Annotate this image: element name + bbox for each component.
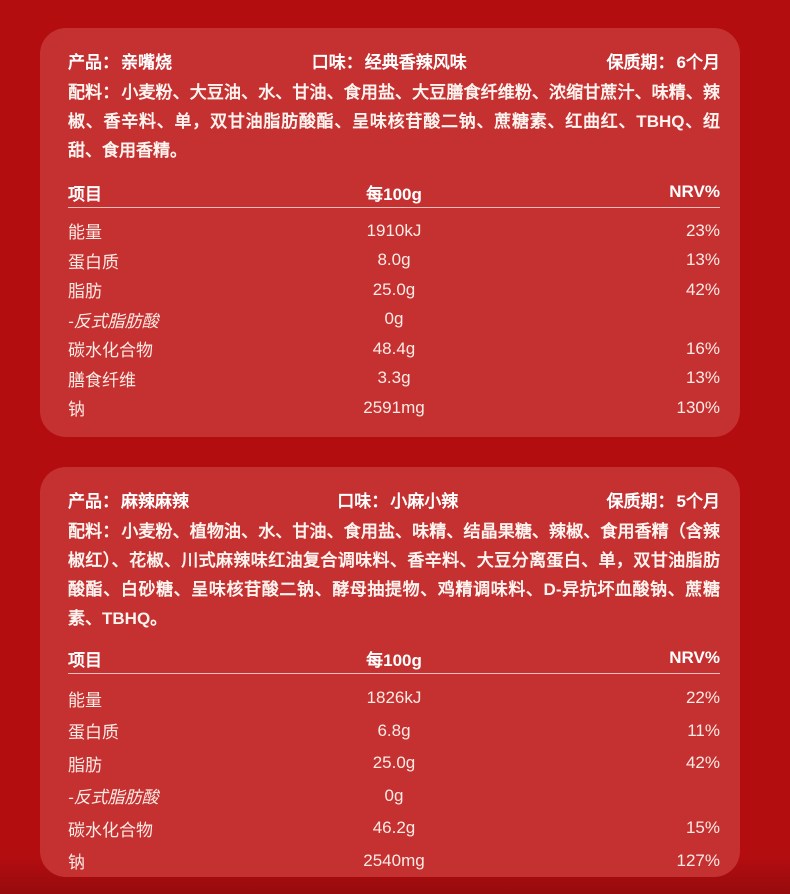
table-row: -反式脂肪酸 0g [68, 780, 720, 813]
shelf-life-label: 保质期： [606, 492, 675, 511]
flavor-label: 口味： [337, 492, 389, 511]
shelf-life-field: 保质期： 5个月 [607, 487, 720, 512]
shelf-life-field: 保质期： 6个月 [607, 48, 720, 73]
product-label: 产品： [68, 492, 119, 511]
nutrient-nrv: 42% [685, 279, 720, 299]
table-row: 蛋白质 8.0g 13% [68, 246, 720, 276]
ingredients-text: 小麦粉、植物油、水、甘油、食用盐、味精、结晶果糖、辣椒、食用香精（含辣椒红）、花… [68, 522, 721, 628]
product-field: 产品： 麻辣麻辣 [68, 487, 189, 512]
header-nrv: NRV% [669, 648, 720, 667]
nutrient-name: 碳水化合物 [68, 341, 153, 361]
flavor-value: 小麻小辣 [390, 492, 459, 511]
ingredients-label: 配料： [68, 83, 120, 102]
header-item: 项目 [68, 650, 102, 670]
nutrient-amount: 6.8g [377, 720, 411, 740]
header-nrv: NRV% [669, 182, 720, 201]
flavor-label: 口味： [311, 53, 363, 72]
product-header: 产品： 麻辣麻辣 口味： 小麻小辣 保质期： 5个月 [68, 487, 720, 511]
nutrient-amount: 25.0g [372, 753, 416, 773]
nutrient-nrv: 15% [685, 818, 720, 838]
table-row: 能量 1826kJ 22% [68, 682, 720, 715]
flavor-field: 口味： 小麻小辣 [337, 487, 458, 512]
nutrient-amount: 3.3g [377, 368, 411, 388]
table-row: 脂肪 25.0g 42% [68, 275, 720, 305]
nutrient-amount: 0g [384, 309, 404, 329]
table-row: 钠 2591mg 130% [68, 393, 720, 423]
nutrient-amount: 25.0g [372, 279, 416, 299]
nutrient-name: 蛋白质 [68, 252, 119, 272]
nutrient-amount: 48.4g [372, 338, 416, 358]
table-row: 钠 2540mg 127% [68, 845, 720, 878]
table-row: -反式脂肪酸 0g [68, 305, 720, 335]
nutrition-table: 项目 每100g NRV% 能量 1826kJ 22% 蛋白质 6.8g 11%… [68, 643, 720, 877]
product-value: 亲嘴烧 [121, 53, 172, 72]
nutrient-amount: 1826kJ [366, 688, 422, 708]
ingredients-text: 小麦粉、大豆油、水、甘油、食用盐、大豆膳食纤维粉、浓缩甘蔗汁、味精、辣椒、香辛料… [68, 83, 721, 160]
nutrient-amount: 46.2g [372, 818, 416, 838]
nutrient-name: 碳水化合物 [68, 820, 153, 840]
nutrient-name: 脂肪 [68, 755, 102, 775]
nutrient-amount: 0g [384, 785, 404, 805]
nutrient-nrv: 42% [685, 753, 720, 773]
nutrition-table: 项目 每100g NRV% 能量 1910kJ 23% 蛋白质 8.0g 13%… [68, 177, 720, 423]
table-row: 膳食纤维 3.3g 13% [68, 364, 720, 394]
product-value: 麻辣麻辣 [121, 492, 189, 511]
nutrient-name: 膳食纤维 [68, 370, 136, 390]
nutrition-table-header: 项目 每100g NRV% [68, 643, 720, 674]
product-header: 产品： 亲嘴烧 口味： 经典香辣风味 保质期： 6个月 [68, 48, 720, 72]
table-row: 脂肪 25.0g 42% [68, 747, 720, 780]
nutrient-name: 能量 [68, 223, 102, 243]
product-card-2: 产品： 麻辣麻辣 口味： 小麻小辣 保质期： 5个月 配料： 小麦粉、植物油、水、甘油、… [40, 467, 740, 877]
flavor-field: 口味： 经典香辣风味 [312, 48, 467, 73]
shelf-life-value: 6个月 [676, 53, 720, 72]
nutrient-name: -反式脂肪酸 [68, 311, 159, 331]
ingredients: 配料： 小麦粉、大豆油、水、甘油、食用盐、大豆膳食纤维粉、浓缩甘蔗汁、味精、辣椒、… [68, 78, 720, 165]
shelf-life-label: 保质期： [606, 53, 675, 72]
nutrient-name: 脂肪 [68, 282, 102, 302]
nutrient-name: 蛋白质 [68, 723, 119, 743]
ingredients: 配料： 小麦粉、植物油、水、甘油、食用盐、味精、结晶果糖、辣椒、食用香精（含辣椒红… [68, 517, 720, 633]
product-card-1: 产品： 亲嘴烧 口味： 经典香辣风味 保质期： 6个月 配料： 小麦粉、大豆油、水、甘油… [40, 28, 740, 437]
header-per100g: 每100g [366, 184, 422, 204]
nutrient-nrv: 22% [685, 688, 720, 708]
product-field: 产品： 亲嘴烧 [68, 48, 172, 73]
ingredients-label: 配料： [68, 522, 120, 541]
nutrient-nrv: 23% [685, 220, 720, 240]
flavor-value: 经典香辣风味 [364, 53, 467, 72]
nutrient-nrv: 11% [687, 720, 720, 740]
header-per100g: 每100g [366, 650, 422, 670]
nutrient-nrv: 127% [676, 850, 720, 870]
nutrition-table-header: 项目 每100g NRV% [68, 177, 720, 208]
nutrient-name: 钠 [68, 853, 85, 873]
nutrient-nrv: 130% [676, 397, 720, 417]
table-row: 能量 1910kJ 23% [68, 216, 720, 246]
header-item: 项目 [68, 184, 102, 204]
nutrient-name: -反式脂肪酸 [68, 788, 159, 808]
nutrient-amount: 2591mg [363, 397, 425, 417]
nutrient-nrv: 13% [685, 368, 720, 388]
nutrient-amount: 2540mg [363, 850, 425, 870]
table-row: 蛋白质 6.8g 11% [68, 715, 720, 748]
product-label: 产品： [68, 53, 119, 72]
nutrient-name: 能量 [68, 690, 102, 710]
nutrient-name: 钠 [68, 400, 85, 420]
table-row: 碳水化合物 48.4g 16% [68, 334, 720, 364]
nutrient-amount: 8.0g [377, 250, 411, 270]
nutrient-nrv: 13% [685, 250, 720, 270]
table-row: 碳水化合物 46.2g 15% [68, 812, 720, 845]
nutrient-nrv: 16% [685, 338, 720, 358]
shelf-life-value: 5个月 [676, 492, 720, 511]
nutrient-amount: 1910kJ [366, 220, 422, 240]
